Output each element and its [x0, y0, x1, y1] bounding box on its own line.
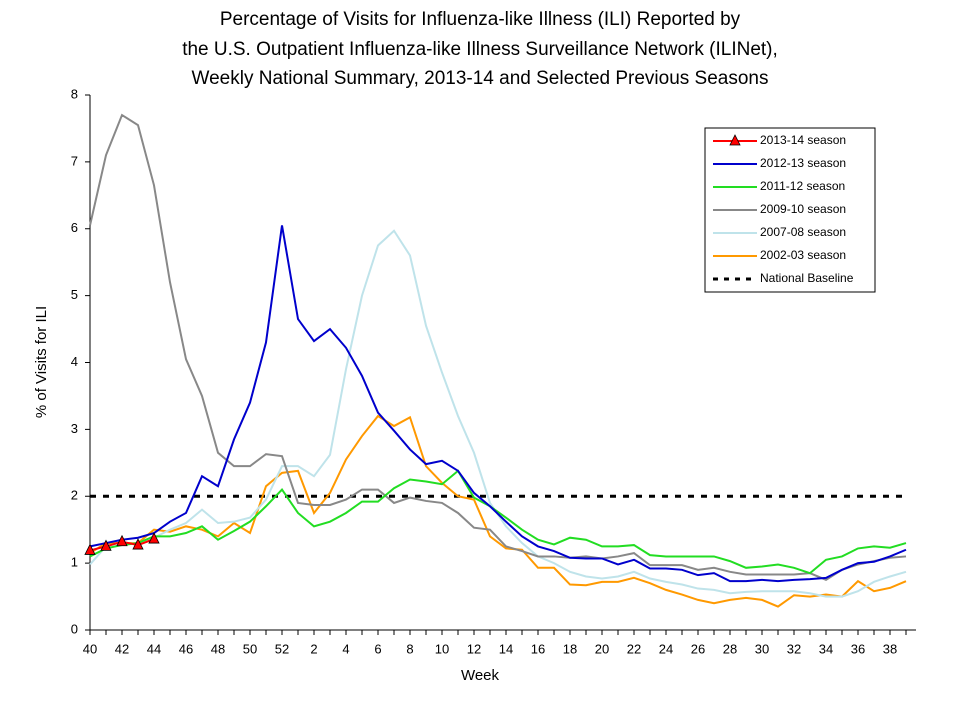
x-tick-label: 30 — [755, 641, 769, 656]
y-tick-label: 1 — [71, 555, 78, 570]
series-line — [89, 225, 907, 583]
x-tick-label: 2 — [310, 641, 317, 656]
legend-label: 2009-10 season — [760, 202, 846, 216]
x-tick-label: 22 — [627, 641, 641, 656]
point-marker — [148, 532, 160, 544]
x-tick-label: 40 — [83, 641, 97, 656]
y-axis-label: % of Visits for ILI — [33, 306, 50, 418]
point-marker — [116, 534, 128, 547]
y-tick-label: 7 — [71, 153, 78, 168]
x-tick-label: 34 — [819, 641, 833, 656]
x-tick-label: 20 — [595, 641, 609, 656]
x-tick-label: 26 — [691, 641, 705, 656]
x-tick-label: 38 — [883, 641, 897, 656]
x-tick-label: 6 — [374, 641, 381, 656]
chart-title: Percentage of Visits for Influenza-like … — [220, 9, 741, 30]
point-marker — [132, 538, 144, 550]
x-axis-label: Week — [461, 667, 500, 684]
x-tick-label: 28 — [723, 641, 737, 656]
x-tick-label: 50 — [243, 641, 257, 656]
x-tick-label: 36 — [851, 641, 865, 656]
y-tick-label: 0 — [71, 621, 78, 636]
x-tick-label: 8 — [406, 641, 413, 656]
x-tick-label: 14 — [499, 641, 513, 656]
legend-label: National Baseline — [760, 271, 854, 285]
x-tick-label: 48 — [211, 641, 225, 656]
x-tick-label: 18 — [563, 641, 577, 656]
x-tick-label: 46 — [179, 641, 193, 656]
x-tick-label: 16 — [531, 641, 545, 656]
legend-marker — [729, 134, 741, 146]
legend-label: 2013-14 season — [760, 133, 846, 147]
series-line — [89, 469, 907, 575]
series-line — [89, 414, 907, 608]
legend-label: 2011-12 season — [760, 179, 845, 193]
legend-label: 2002-03 season — [760, 248, 846, 262]
point-marker — [84, 543, 96, 555]
y-tick-label: 2 — [71, 488, 78, 503]
x-tick-label: 12 — [467, 641, 481, 656]
x-tick-label: 10 — [435, 641, 449, 656]
y-tick-label: 3 — [71, 421, 78, 436]
point-marker — [100, 539, 112, 551]
y-tick-label: 6 — [71, 220, 78, 235]
x-tick-label: 24 — [659, 641, 673, 656]
series-line — [89, 113, 907, 581]
x-tick-label: 32 — [787, 641, 801, 656]
x-tick-label: 52 — [275, 641, 289, 656]
x-tick-label: 4 — [342, 641, 349, 656]
y-tick-label: 5 — [71, 287, 78, 302]
legend-label: 2012-13 season — [760, 156, 846, 170]
y-tick-label: 4 — [71, 354, 78, 369]
chart-title: the U.S. Outpatient Influenza-like Illne… — [182, 39, 778, 60]
y-tick-label: 8 — [71, 86, 78, 101]
x-tick-label: 42 — [115, 641, 129, 656]
chart-title: Weekly National Summary, 2013-14 and Sel… — [192, 68, 769, 89]
x-tick-label: 44 — [147, 641, 161, 656]
legend-label: 2007-08 season — [760, 225, 846, 239]
